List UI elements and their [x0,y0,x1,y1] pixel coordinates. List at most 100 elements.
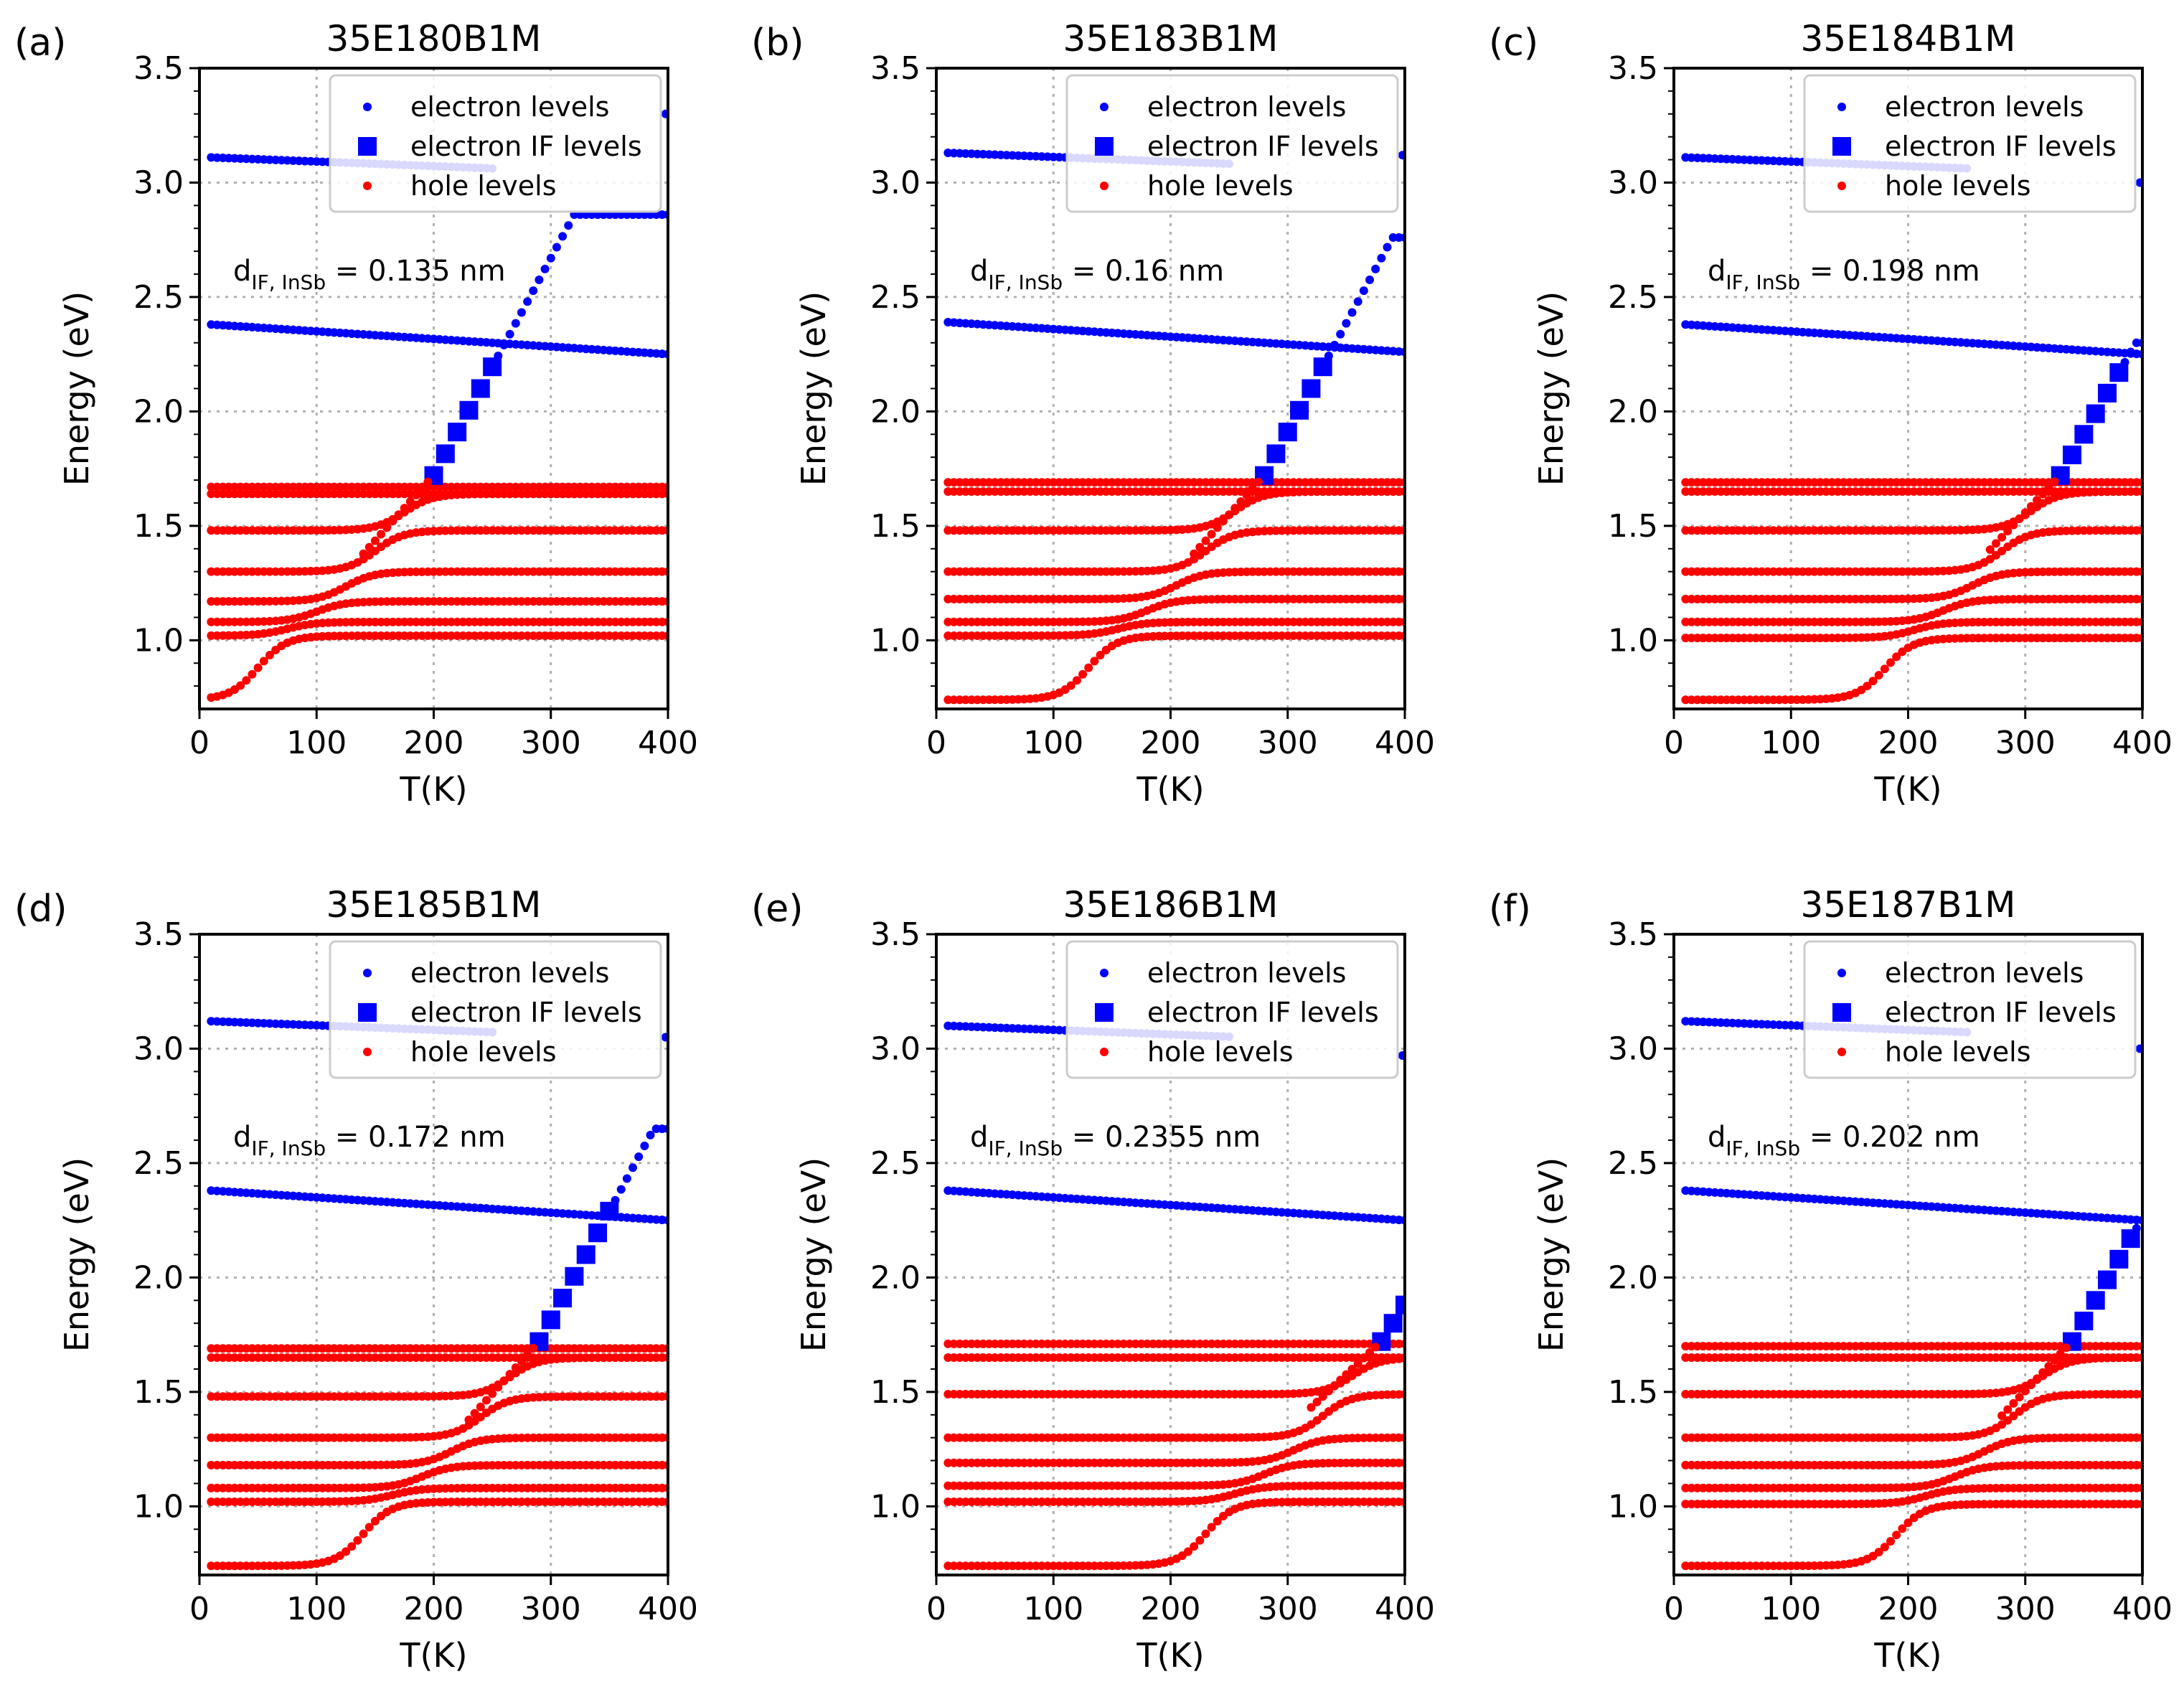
hole-point [1225,510,1234,519]
y-tick-label: 3.5 [870,916,921,953]
electron-point [2132,1223,2141,1233]
hole-point [388,517,397,526]
panel-title: 35E184B1M [1801,18,2016,60]
hole-point [423,477,433,486]
y-tick-label: 1.0 [133,622,184,659]
electron-if-point [483,357,502,377]
data-layer [207,1017,668,1571]
hole-point [481,1396,491,1405]
hole-point [1997,1411,2007,1421]
hole-point [370,536,380,545]
hole-point [2003,527,2013,536]
electron-point [1324,352,1333,361]
annotation-d-if: dIF, InSb = 0.135 nm [233,255,506,294]
hole-point [1248,484,1257,493]
hole-point [1213,523,1222,532]
y-tick-label: 2.5 [133,1145,184,1182]
electron-if-point [576,1245,596,1264]
electron-point [505,329,514,339]
hole-point [364,1523,374,1532]
hole-point [2020,508,2030,517]
y-axis-label: Energy (eV) [1532,291,1571,486]
y-tick-label: 1.5 [133,1374,184,1411]
electron-if-point [2086,1291,2105,1310]
electron-point [661,1033,668,1042]
electron-point [529,286,538,296]
hole-point [1195,542,1205,552]
hole-point [405,497,415,507]
hole-point [2009,1398,2018,1408]
hole-point [353,1536,362,1545]
x-axis-label: T(K) [399,770,467,809]
x-tick-label: 100 [286,1591,347,1627]
electron-point [2120,357,2129,367]
electron-if-point [471,379,490,398]
y-tick-label: 2.0 [133,1259,184,1296]
x-tick-label: 0 [926,1591,946,1627]
legend-label: electron levels [410,91,609,123]
hole-point [1892,652,1901,662]
x-tick-label: 200 [404,1591,464,1627]
hole-point [517,1356,526,1365]
x-tick-label: 200 [404,725,464,761]
electron-if-point [2109,1249,2129,1269]
x-tick-label: 300 [521,725,581,761]
hole-point [505,1370,514,1379]
electron-point [1336,329,1345,339]
hole-point [253,663,263,672]
x-tick-label: 300 [1995,725,2056,761]
hole-point [2050,477,2059,486]
hole-point [1324,1386,1333,1396]
hole-point [1371,1343,1380,1352]
electron-if-point [2098,1270,2117,1289]
hole-point [1868,677,1878,686]
y-tick-label: 1.5 [870,508,921,545]
legend-hole-marker [363,182,372,190]
y-tick-label: 1.0 [870,622,921,659]
data-layer [943,1021,1405,1571]
legend-label: electron IF levels [410,131,642,162]
hole-point [1195,1536,1205,1545]
legend-box [1065,940,1399,1079]
x-tick-label: 0 [926,725,946,761]
electron-point [564,221,573,230]
hole-point [1201,536,1210,545]
electron-if-point [1395,1295,1405,1315]
hole-point [248,669,257,679]
legend-label: hole levels [410,170,557,202]
hole-point [1307,1403,1316,1412]
y-tick-label: 3.0 [133,164,184,201]
hole-point [342,1547,351,1556]
hole-point [1096,650,1105,659]
hole-point [1242,490,1251,499]
legend-label: electron levels [1147,91,1346,123]
panel-label: (c) [1489,22,1538,65]
electron-if-point [1278,423,1297,442]
hole-point [1230,504,1240,513]
hole-point [1190,549,1199,558]
electron-point [1398,151,1405,160]
electron-if-point [436,444,455,464]
hole-point [1213,1516,1222,1525]
legend-label: electron IF levels [1147,997,1379,1028]
x-tick-label: 400 [2112,725,2173,761]
electron-point [494,352,503,361]
y-tick-label: 3.0 [1608,164,1658,201]
legend-label: electron levels [410,957,609,989]
electron-point [1342,319,1351,328]
hole-point [265,650,274,659]
x-axis-label: T(K) [1136,1636,1204,1675]
hole-point [1880,664,1889,674]
electron-if-point [448,423,467,442]
electron-if-point [459,400,479,420]
hole-point [2044,483,2053,492]
electron-if-point [1266,444,1286,464]
electron-if-point [2086,404,2105,423]
electron-point [1365,276,1375,285]
x-tick-label: 200 [1878,725,1939,761]
hole-point [370,1516,380,1525]
hole-point [236,681,245,690]
hole-point [2015,1393,2024,1402]
hole-point [347,1542,357,1551]
